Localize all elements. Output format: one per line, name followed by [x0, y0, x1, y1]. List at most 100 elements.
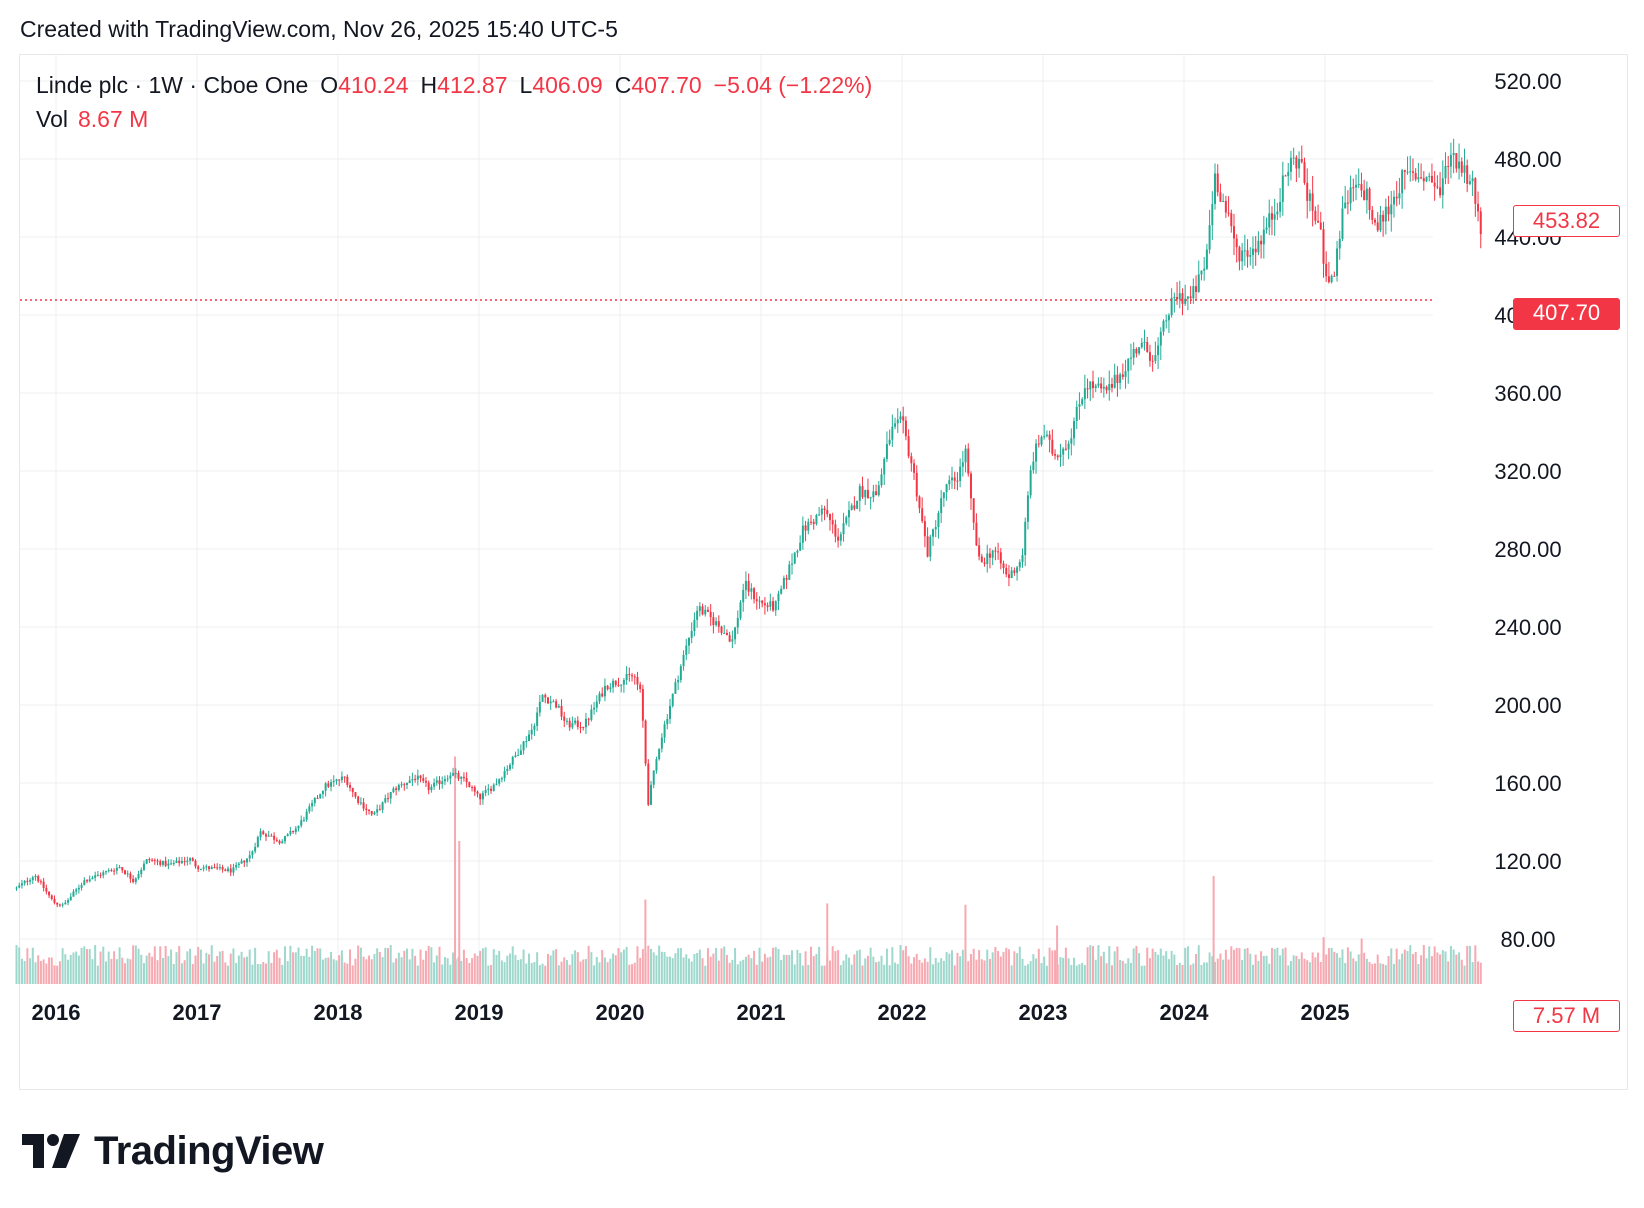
candle-body	[441, 781, 444, 785]
candle-body	[720, 626, 723, 633]
candle-body	[1441, 178, 1444, 196]
candle	[1401, 168, 1404, 209]
candle-body	[243, 860, 246, 863]
volume-bar	[99, 951, 102, 984]
candle	[1441, 160, 1444, 209]
candle	[612, 678, 615, 693]
candle	[1330, 274, 1333, 284]
candle	[397, 783, 400, 792]
volume-bar	[481, 948, 484, 984]
volume-bar	[988, 958, 991, 984]
candle	[663, 720, 666, 743]
candle	[625, 666, 628, 685]
volume-bar	[351, 965, 354, 984]
volume-bar	[123, 963, 126, 984]
volume-bar	[858, 949, 861, 984]
candle	[251, 850, 254, 859]
volume-bar	[883, 964, 886, 984]
volume-bar	[1401, 953, 1404, 984]
candle-body	[75, 889, 78, 892]
volume-bar	[1105, 963, 1108, 984]
candle	[799, 535, 802, 552]
candle-body	[1224, 201, 1227, 213]
volume-bar	[332, 959, 335, 984]
volume-bar	[530, 962, 533, 984]
volume-bar	[1344, 963, 1347, 984]
candle	[1121, 363, 1124, 380]
candle	[997, 542, 1000, 560]
candle-body	[913, 463, 916, 473]
volume-bar	[631, 964, 634, 984]
volume-bar	[503, 962, 506, 984]
candle	[462, 772, 465, 782]
volume-bar	[812, 956, 815, 984]
volume-bar	[1195, 954, 1198, 984]
tradingview-logo[interactable]: TradingView	[22, 1128, 324, 1174]
candle-body	[175, 860, 178, 864]
candle-body	[102, 872, 105, 876]
candle	[45, 884, 48, 895]
candle	[311, 799, 314, 812]
candle	[1070, 428, 1073, 456]
candle	[953, 471, 956, 490]
candle-body	[148, 859, 151, 861]
volume-bar	[750, 958, 753, 984]
x-tick-label: 2023	[1019, 1000, 1068, 1025]
candle-body	[677, 680, 680, 683]
candle-body	[72, 891, 75, 897]
candle-body	[430, 786, 433, 791]
volume-bar	[121, 957, 124, 984]
volume-bar	[1433, 946, 1436, 984]
candle-body	[15, 887, 18, 889]
volume-bar	[701, 958, 704, 984]
candle-body	[1395, 196, 1398, 199]
candle-body	[891, 426, 894, 440]
candle-body	[37, 876, 40, 882]
candle-body	[1330, 275, 1333, 283]
volume-bar	[384, 947, 387, 984]
candle	[698, 602, 701, 617]
candle-body	[780, 588, 783, 594]
candle-body	[424, 780, 427, 783]
candle-body	[1317, 220, 1320, 223]
candle-body	[1040, 436, 1043, 445]
candle-body	[110, 870, 113, 872]
candle	[1075, 400, 1078, 429]
tradingview-logo-text: TradingView	[94, 1128, 324, 1173]
candle-body	[1108, 384, 1111, 391]
volume-bar	[788, 954, 791, 984]
candle-body	[422, 778, 425, 781]
volume-bar	[1333, 951, 1336, 984]
candle	[1417, 162, 1420, 183]
candle	[1005, 563, 1008, 578]
candle-body	[687, 637, 690, 646]
candle-body	[959, 466, 962, 481]
candle-body	[1184, 298, 1187, 304]
candle	[601, 687, 604, 698]
volume-bar	[652, 952, 655, 984]
candle-body	[435, 780, 438, 783]
volume-bar	[1043, 956, 1046, 984]
volume-bar	[601, 950, 604, 984]
candle	[1355, 174, 1358, 201]
candle	[321, 790, 324, 799]
volume-bar	[487, 965, 490, 984]
volume-bar	[872, 956, 875, 984]
candle	[175, 857, 178, 864]
volume-bar	[1374, 963, 1377, 984]
volume-bar	[1306, 960, 1309, 984]
volume-bar	[953, 965, 956, 984]
volume-bar	[77, 955, 80, 984]
candle	[232, 863, 235, 876]
candle-body	[1157, 345, 1160, 356]
candle	[64, 899, 67, 905]
candle	[324, 782, 327, 797]
candle	[1189, 285, 1192, 305]
volume-bar	[1007, 949, 1010, 984]
candle-body	[1414, 172, 1417, 180]
candle-body	[321, 790, 324, 795]
candle	[1327, 261, 1330, 284]
volume-bar	[923, 958, 926, 984]
candle-body	[354, 792, 357, 797]
